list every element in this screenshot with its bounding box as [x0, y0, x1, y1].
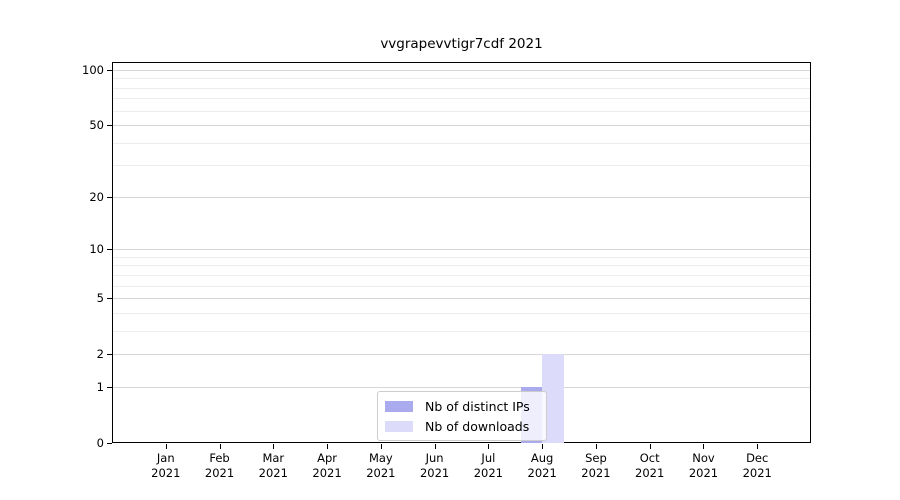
- legend: Nb of distinct IPs Nb of downloads: [377, 391, 547, 441]
- y-tick-label: 2: [96, 347, 104, 362]
- x-tick-mark: [273, 444, 274, 449]
- x-tick-mark: [650, 444, 651, 449]
- chart-title: vvgrapevvtigr7cdf 2021: [380, 36, 543, 52]
- x-tick-mark: [166, 444, 167, 449]
- distinct-ips-swatch-icon: [385, 400, 413, 412]
- x-tick-mark: [435, 444, 436, 449]
- y-tick-label: 5: [96, 291, 104, 306]
- x-tick-label: Mar 2021: [258, 451, 288, 480]
- plot-area: [112, 62, 811, 443]
- x-tick-label: Sep 2021: [581, 451, 611, 480]
- y-tick-label: 1: [96, 379, 104, 394]
- y-tick-label: 100: [82, 62, 104, 77]
- x-tick-mark: [220, 444, 221, 449]
- legend-label-downloads: Nb of downloads: [425, 418, 530, 434]
- x-tick-mark: [596, 444, 597, 449]
- x-tick-mark: [542, 444, 543, 449]
- x-tick-label: Dec 2021: [742, 451, 772, 480]
- y-tick-label: 10: [89, 242, 104, 257]
- x-tick-label: Jan 2021: [151, 451, 181, 480]
- x-tick-label: May 2021: [366, 451, 396, 480]
- x-tick-label: Jul 2021: [473, 451, 504, 480]
- x-tick-label: Jun 2021: [419, 451, 450, 480]
- x-tick-mark: [757, 444, 758, 449]
- x-tick-mark: [327, 444, 328, 449]
- x-tick-label: Oct 2021: [635, 451, 665, 480]
- x-tick-label: Feb 2021: [204, 451, 235, 480]
- x-tick-mark: [703, 444, 704, 449]
- x-tick-mark: [381, 444, 382, 449]
- legend-item-distinct-ips: Nb of distinct IPs: [384, 399, 540, 414]
- x-tick-label: Nov 2021: [688, 451, 719, 480]
- x-tick-mark: [488, 444, 489, 449]
- y-tick-label: 0: [96, 436, 104, 450]
- legend-label-distinct-ips: Nb of distinct IPs: [425, 398, 530, 414]
- x-tick-label: Aug 2021: [527, 451, 557, 480]
- x-tick-label: Apr 2021: [312, 451, 342, 480]
- y-tick-label: 50: [89, 118, 104, 133]
- downloads-swatch-icon: [385, 420, 413, 432]
- y-tick-label: 20: [89, 189, 104, 204]
- legend-item-downloads: Nb of downloads: [384, 419, 540, 434]
- y-tick-mark: [107, 443, 112, 444]
